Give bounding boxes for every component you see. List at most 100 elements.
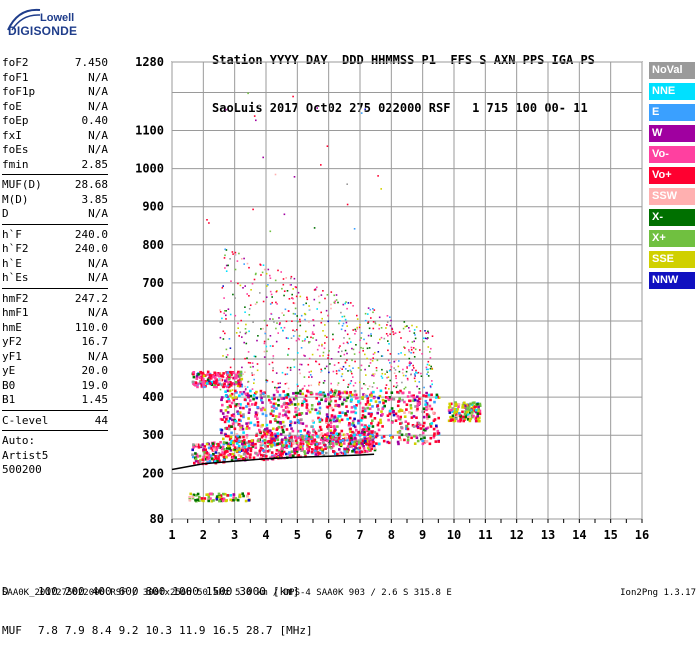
echo-point <box>192 375 196 379</box>
echo-point <box>228 447 232 450</box>
echo-point <box>240 319 242 322</box>
echo-point <box>367 321 370 323</box>
echo-point <box>351 421 355 425</box>
echo-point <box>381 407 384 411</box>
echo-point <box>238 381 242 384</box>
echo-point <box>360 364 363 367</box>
echo-point <box>306 451 310 455</box>
echo-point <box>372 353 375 355</box>
echo-point <box>301 440 305 443</box>
echo-point <box>198 495 201 499</box>
param-key: B0 <box>2 378 16 392</box>
echo-point <box>227 434 230 438</box>
echo-point <box>457 405 460 409</box>
echo-point <box>260 328 262 330</box>
echo-point <box>251 388 254 390</box>
param-row: foEp 0.40 <box>2 114 108 129</box>
param-value: N/A <box>88 143 108 156</box>
echo-point <box>406 435 410 439</box>
echo-point <box>226 389 230 393</box>
echo-point <box>419 433 422 437</box>
echo-point <box>202 378 205 381</box>
echo-point <box>436 432 440 435</box>
echo-point <box>369 358 372 361</box>
echo-point <box>296 329 298 331</box>
echo-point <box>225 356 228 358</box>
echo-point <box>272 355 275 357</box>
echo-point <box>340 418 344 422</box>
echo-point <box>414 348 417 351</box>
echo-point <box>463 404 467 408</box>
echo-point <box>422 337 425 339</box>
echo-point <box>294 313 296 315</box>
echo-point <box>289 438 293 442</box>
echo-point <box>424 330 426 332</box>
echo-point <box>222 441 226 444</box>
param-row: MUF(D) 28.68 <box>2 178 108 193</box>
echo-point <box>334 437 338 441</box>
echo-point <box>408 391 411 394</box>
echo-point <box>363 425 366 429</box>
echo-point <box>403 438 406 442</box>
echo-point <box>448 405 452 408</box>
echo-point <box>189 492 192 496</box>
echo-point <box>224 310 226 312</box>
echo-point <box>342 365 345 368</box>
echo-point <box>372 308 374 310</box>
echo-point <box>340 311 342 314</box>
echo-point <box>318 418 322 422</box>
echo-point <box>222 455 226 459</box>
echo-point <box>277 386 280 389</box>
echo-point <box>192 443 195 446</box>
echo-point <box>234 456 237 459</box>
y-tick-label: 200 <box>142 466 164 480</box>
echo-point <box>281 414 285 417</box>
echo-point <box>255 272 257 275</box>
echo-point <box>389 362 391 364</box>
echo-point <box>279 433 283 436</box>
echo-point <box>200 497 204 500</box>
echo-point <box>306 432 309 435</box>
echo-point <box>435 424 438 428</box>
echo-point <box>414 375 416 377</box>
echo-point <box>241 447 244 450</box>
echo-point <box>236 384 240 388</box>
echo-point <box>380 327 383 329</box>
echo-point <box>434 396 438 399</box>
echo-point <box>366 401 369 404</box>
x-tick-label: 5 <box>294 528 301 542</box>
echo-point <box>427 368 429 371</box>
echo-point <box>223 492 227 496</box>
echo-point <box>217 492 221 496</box>
x-tick-label: 2 <box>200 528 207 542</box>
echo-point <box>239 414 243 418</box>
echo-point <box>367 448 371 451</box>
echo-point <box>322 391 325 395</box>
echo-point <box>362 347 364 350</box>
echo-point <box>251 372 253 374</box>
echo-point <box>371 374 373 377</box>
echo-point <box>356 318 359 320</box>
param-row: foE N/A <box>2 100 108 115</box>
echo-point <box>235 403 238 406</box>
echo-point <box>304 437 308 441</box>
echo-point <box>326 434 329 437</box>
echo-point <box>411 369 414 371</box>
param-row: h`F 240.0 <box>2 228 108 243</box>
echo-point <box>237 322 239 325</box>
echo-point <box>286 373 289 375</box>
echo-point <box>416 425 420 429</box>
echo-point <box>244 332 247 335</box>
echo-point <box>343 353 346 356</box>
echo-point <box>226 494 230 497</box>
echo-point <box>236 260 239 262</box>
echo-point <box>360 337 362 339</box>
echo-point <box>330 303 332 306</box>
echo-point <box>316 348 319 351</box>
echo-point <box>192 446 195 449</box>
echo-point <box>415 409 419 412</box>
echo-point <box>290 450 294 453</box>
echo-point <box>466 413 470 416</box>
param-value: N/A <box>88 99 108 113</box>
echo-point <box>273 418 277 421</box>
